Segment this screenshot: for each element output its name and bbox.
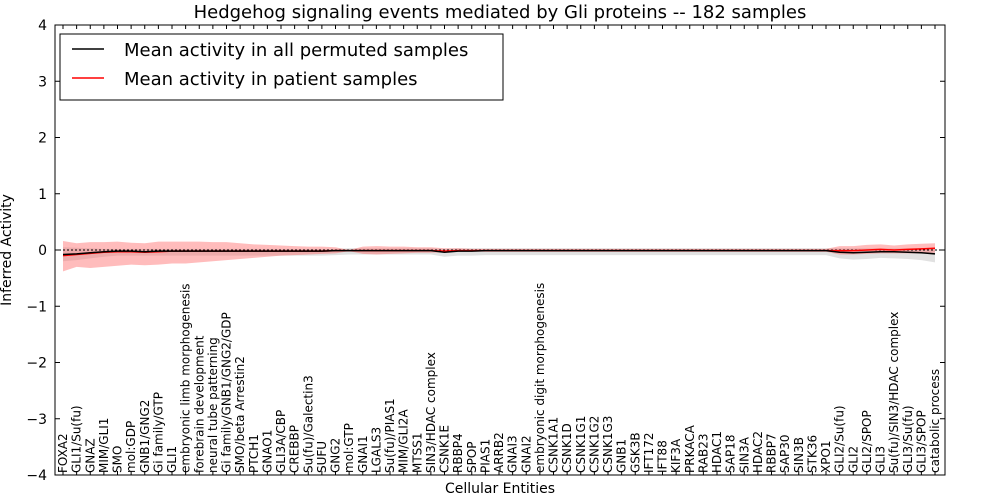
category-label-63: GLI3/SPOP: [914, 410, 928, 473]
band-series-1: [63, 241, 935, 272]
category-label-29: RBBP4: [451, 433, 465, 473]
x-axis-category-labels: FOXA2 GLI1/Su(fu) GNAZ MIM/GLI1 SMO mol:GDP GN…: [56, 25, 942, 475]
category-label-20: GNG2: [329, 438, 343, 473]
activity-lines: [62, 247, 936, 257]
category-label-35: embryonic digit morphogenesis: [533, 283, 547, 473]
category-label-6: GNB1/GNG2: [138, 400, 152, 473]
category-label-15: GNAO1: [260, 430, 274, 473]
category-label-9: embryonic limb morphogenesis: [179, 283, 193, 473]
y-tick-label-7: 3: [38, 74, 47, 90]
activity-bands: [63, 241, 935, 272]
category-label-62: GLI3/Su(fu): [901, 405, 915, 473]
category-label-50: SIN3A: [737, 436, 751, 473]
category-label-48: HDAC1: [710, 431, 724, 473]
category-label-32: ARRB2: [492, 432, 506, 473]
category-label-2: GNAZ: [83, 438, 97, 473]
category-label-64: catabolic process: [928, 369, 942, 473]
category-label-10: forebrain development: [192, 335, 206, 473]
y-tick-label-1: −3: [26, 412, 47, 428]
category-label-31: PIAS1: [478, 439, 492, 473]
category-label-5: mol:GDP: [124, 421, 138, 473]
category-label-36: CSNK1A1: [547, 417, 561, 473]
category-label-45: KIF3A: [669, 438, 683, 473]
category-label-39: CSNK1G2: [587, 416, 601, 473]
category-label-8: GLI1: [165, 446, 179, 473]
category-label-37: CSNK1D: [560, 423, 574, 473]
y-tick-label-8: 4: [38, 18, 47, 34]
category-label-41: GNB1: [615, 439, 629, 473]
category-label-56: XPO1: [819, 440, 833, 473]
category-label-18: Su(fu)/Galectin3: [301, 375, 315, 473]
category-label-46: PRKACA: [683, 424, 697, 473]
category-label-42: GSK3B: [628, 432, 642, 473]
category-label-58: GLI2: [846, 446, 860, 473]
category-label-27: SIN3/HDAC complex: [424, 352, 438, 473]
category-label-4: SMO: [111, 446, 125, 473]
category-label-40: CSNK1G3: [601, 416, 615, 473]
y-tick-label-4: 0: [38, 243, 47, 259]
category-label-7: Gi family/GTP: [151, 392, 165, 473]
category-label-57: GLI2/Su(fu): [833, 405, 847, 473]
category-label-43: IFT172: [642, 433, 656, 473]
category-label-25: MIM/GLI2A: [397, 409, 411, 473]
category-label-17: CREBBP: [288, 425, 302, 473]
category-label-3: MIM/GLI1: [97, 418, 111, 473]
category-label-19: SUFU: [315, 441, 329, 473]
legend-label-patient: Mean activity in patient samples: [124, 69, 418, 90]
category-label-0: FOXA2: [56, 433, 70, 473]
category-label-34: GNAI2: [519, 435, 533, 473]
category-label-49: SAP18: [724, 434, 738, 473]
category-label-60: GLI3: [874, 446, 888, 473]
y-tick-label-0: −4: [26, 468, 47, 484]
y-axis-label: Inferred Activity: [0, 194, 15, 306]
chart-title: Hedgehog signaling events mediated by Gl…: [194, 2, 807, 23]
category-label-55: STK36: [805, 435, 819, 473]
category-label-53: SAP30: [778, 434, 792, 473]
category-label-33: GNAI3: [506, 435, 520, 473]
category-label-47: RAB23: [696, 433, 710, 473]
category-label-11: neural tube patterning: [206, 337, 220, 473]
y-axis-ticks: −4 −3 −2 −1 0 1 2 3 4: [26, 18, 945, 484]
category-label-38: CSNK1G1: [574, 416, 588, 473]
category-label-52: RBBP7: [765, 433, 779, 473]
category-label-26: MTSS1: [410, 432, 424, 473]
category-label-59: GLI2/SPOP: [860, 410, 874, 473]
legend-box: [59, 33, 504, 101]
category-label-61: Su(fu)/SIN3/HDAC complex: [887, 312, 901, 473]
legend-label-permuted: Mean activity in all permuted samples: [124, 40, 468, 61]
category-label-30: SPOP: [465, 441, 479, 473]
legend: Mean activity in all permuted samples Me…: [59, 33, 504, 101]
x-axis-label: Cellular Entities: [445, 481, 555, 497]
y-tick-label-5: 1: [38, 187, 47, 203]
category-label-23: LGALS3: [369, 427, 383, 473]
y-tick-label-2: −2: [26, 356, 47, 372]
y-tick-label-6: 2: [38, 131, 47, 147]
category-label-51: HDAC2: [751, 431, 765, 473]
category-label-12: Gi family/GNB1/GNG2/GDP: [220, 312, 234, 473]
category-label-22: GNAI1: [356, 435, 370, 473]
category-label-24: Su(fu)/PIAS1: [383, 398, 397, 473]
category-label-21: mol:GTP: [342, 423, 356, 473]
category-label-1: GLI1/Su(fu): [70, 405, 84, 473]
category-label-44: IFT88: [656, 440, 670, 473]
line-series-0: [62, 249, 936, 256]
category-label-54: SIN3B: [792, 437, 806, 473]
category-label-28: CSNK1E: [438, 425, 452, 473]
y-tick-label-3: −1: [26, 299, 47, 315]
category-label-16: GLI3A/CBP: [274, 410, 288, 473]
category-label-13: SMO/beta Arrestin2: [233, 356, 247, 473]
category-label-14: PTCH1: [247, 434, 261, 473]
